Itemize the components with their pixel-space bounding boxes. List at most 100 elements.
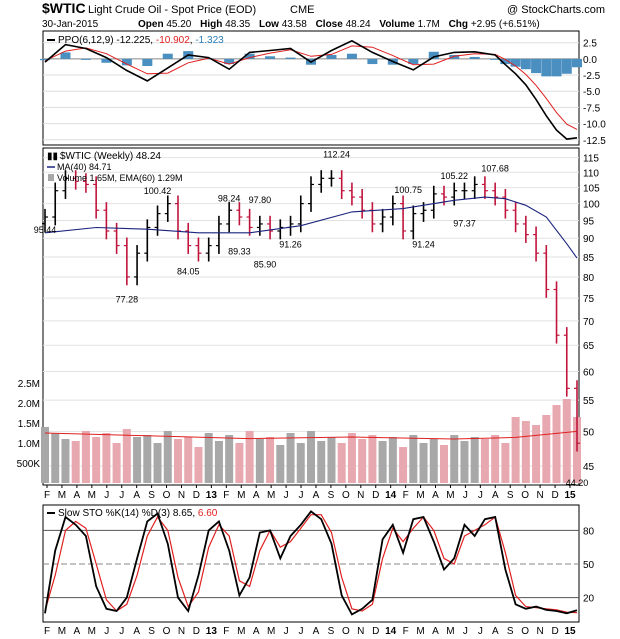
x-axis-tick: 14: [385, 626, 397, 637]
svg-text:Slow STO %K(14) %D(3) 8.: Slow STO %K(14) %D(3) 8.65, 6.60: [58, 508, 218, 519]
price-annotation: 97.37: [453, 218, 476, 228]
ppo-histogram-bar: [469, 56, 480, 59]
ppo-histogram-bar: [60, 52, 71, 59]
x-axis-tick: N: [357, 490, 364, 501]
ppo-signal-line: [44, 45, 578, 130]
quote-date: 30-Jan-2015: [42, 19, 99, 30]
price-annotation: 100.42: [144, 186, 172, 196]
watermark[interactable]: @ StockCharts.com: [507, 4, 605, 16]
volume-bar: [122, 429, 131, 483]
volume-bar: [450, 435, 459, 483]
volume-bar: [276, 445, 285, 483]
x-axis-tick: A: [74, 490, 81, 501]
x-axis-tick: M: [416, 626, 424, 637]
x-axis-tick: J: [478, 490, 483, 501]
price-annotation: 77.28: [116, 294, 139, 304]
x-axis-tick: J: [463, 490, 468, 501]
volume-bar: [102, 433, 111, 483]
x-axis-tick: A: [253, 490, 260, 501]
ppo-histogram-bar: [561, 58, 572, 74]
x-axis-tick: O: [521, 490, 529, 501]
ppo-legend-hist: -1.323: [195, 35, 224, 46]
price-annotation: 85.90: [254, 260, 277, 270]
ppo-y-tick: 0.0: [583, 55, 597, 66]
stochastic-legend-d: 6.60: [198, 508, 218, 519]
x-axis-tick: D: [372, 626, 379, 637]
symbol-name: Light Crude Oil - Spot Price (EOD): [88, 4, 256, 16]
x-axis-tick: A: [313, 490, 320, 501]
volume-bar: [358, 439, 367, 483]
volume-bar: [255, 439, 264, 483]
volume-bar: [491, 435, 500, 483]
stochastic-legend-label: Slow STO %K(14) %D(3): [58, 508, 170, 519]
price-annotation: 105.22: [440, 171, 468, 181]
volume-bar: [61, 439, 70, 483]
x-axis-tick: S: [148, 490, 155, 501]
ppo-histogram-bar: [346, 53, 357, 59]
volume-bar: [307, 431, 315, 483]
price-y-tick: 75: [583, 294, 595, 305]
price-annotation: 95.44: [34, 225, 57, 235]
x-axis-tick: A: [133, 626, 140, 637]
volume-bar: [409, 435, 418, 483]
price-annotation: 112.24: [323, 150, 350, 160]
x-axis-tick: M: [446, 626, 454, 637]
volume-bar: [296, 443, 305, 483]
x-axis-tick: A: [432, 490, 439, 501]
ppo-histogram-bar: [500, 58, 511, 65]
ppo-y-tick: -12.5: [583, 136, 606, 147]
x-axis-tick: J: [119, 490, 124, 501]
price-annotation: 91.24: [412, 240, 435, 250]
volume-bar: [184, 437, 193, 483]
x-axis-tick: J: [104, 490, 109, 501]
x-axis-tick: O: [163, 490, 171, 501]
volume-bar: [388, 437, 397, 483]
price-y-tick: 90: [583, 234, 595, 245]
x-axis-tick: S: [507, 490, 514, 501]
ppo-histogram-bar: [531, 58, 542, 74]
volume-bar: [317, 441, 326, 483]
ppo-histogram-bar: [490, 58, 501, 60]
price-legend-ma: MA(40) 84.71: [57, 162, 112, 172]
price-annotation: 107.68: [481, 163, 509, 173]
x-axis-tick: S: [148, 626, 155, 637]
ppo-y-tick: 2.5: [583, 39, 597, 50]
ppo-y-tick: -2.5: [583, 71, 601, 82]
price-annotation: 98.24: [218, 193, 241, 203]
x-axis-tick: D: [372, 490, 379, 501]
ppo-legend: PPO(6,12,9) -12.225, -10.902, -1.323: [47, 35, 224, 46]
stochastic-d-line: [44, 514, 578, 614]
volume-bar: [419, 443, 428, 483]
x-axis-tick: S: [328, 490, 335, 501]
volume-bar: [92, 437, 101, 483]
ppo-histogram-bar: [244, 53, 255, 59]
x-axis-tick: D: [551, 626, 558, 637]
x-axis-tick: O: [342, 490, 350, 501]
volume-y-tick: 2.5M: [18, 379, 40, 390]
stochastic-legend-k: 8.65: [173, 508, 193, 519]
ppo-panel: [42, 30, 580, 146]
x-axis-tick: 15: [564, 490, 576, 501]
volume-bar: [112, 443, 121, 483]
price-legend-icon: ▮▮: [47, 151, 58, 162]
volume-bar: [327, 437, 336, 483]
x-axis-tick: O: [163, 626, 171, 637]
volume-bar: [204, 433, 213, 483]
price-y-tick: 85: [583, 253, 595, 264]
x-axis-tick: A: [253, 626, 260, 637]
volume-bar: [133, 437, 142, 483]
ppo-histogram-bar: [203, 58, 214, 60]
ppo-histogram-bar: [101, 58, 112, 63]
ppo-histogram-bar: [520, 58, 531, 70]
price-y-tick: 80: [583, 273, 595, 284]
price-legend-series: $WTIC (Weekly) 48.24: [60, 151, 161, 162]
x-axis-tick: J: [299, 626, 304, 637]
ppo-line: [44, 39, 578, 140]
stochastic-plot: [44, 510, 578, 616]
ppo-histogram-bar: [265, 56, 276, 59]
x-axis-tick: O: [342, 626, 350, 637]
volume-bar: [163, 431, 172, 483]
volume-bar: [245, 431, 254, 483]
price-y-tick: 100: [583, 200, 600, 211]
x-axis-tick: M: [416, 490, 424, 501]
